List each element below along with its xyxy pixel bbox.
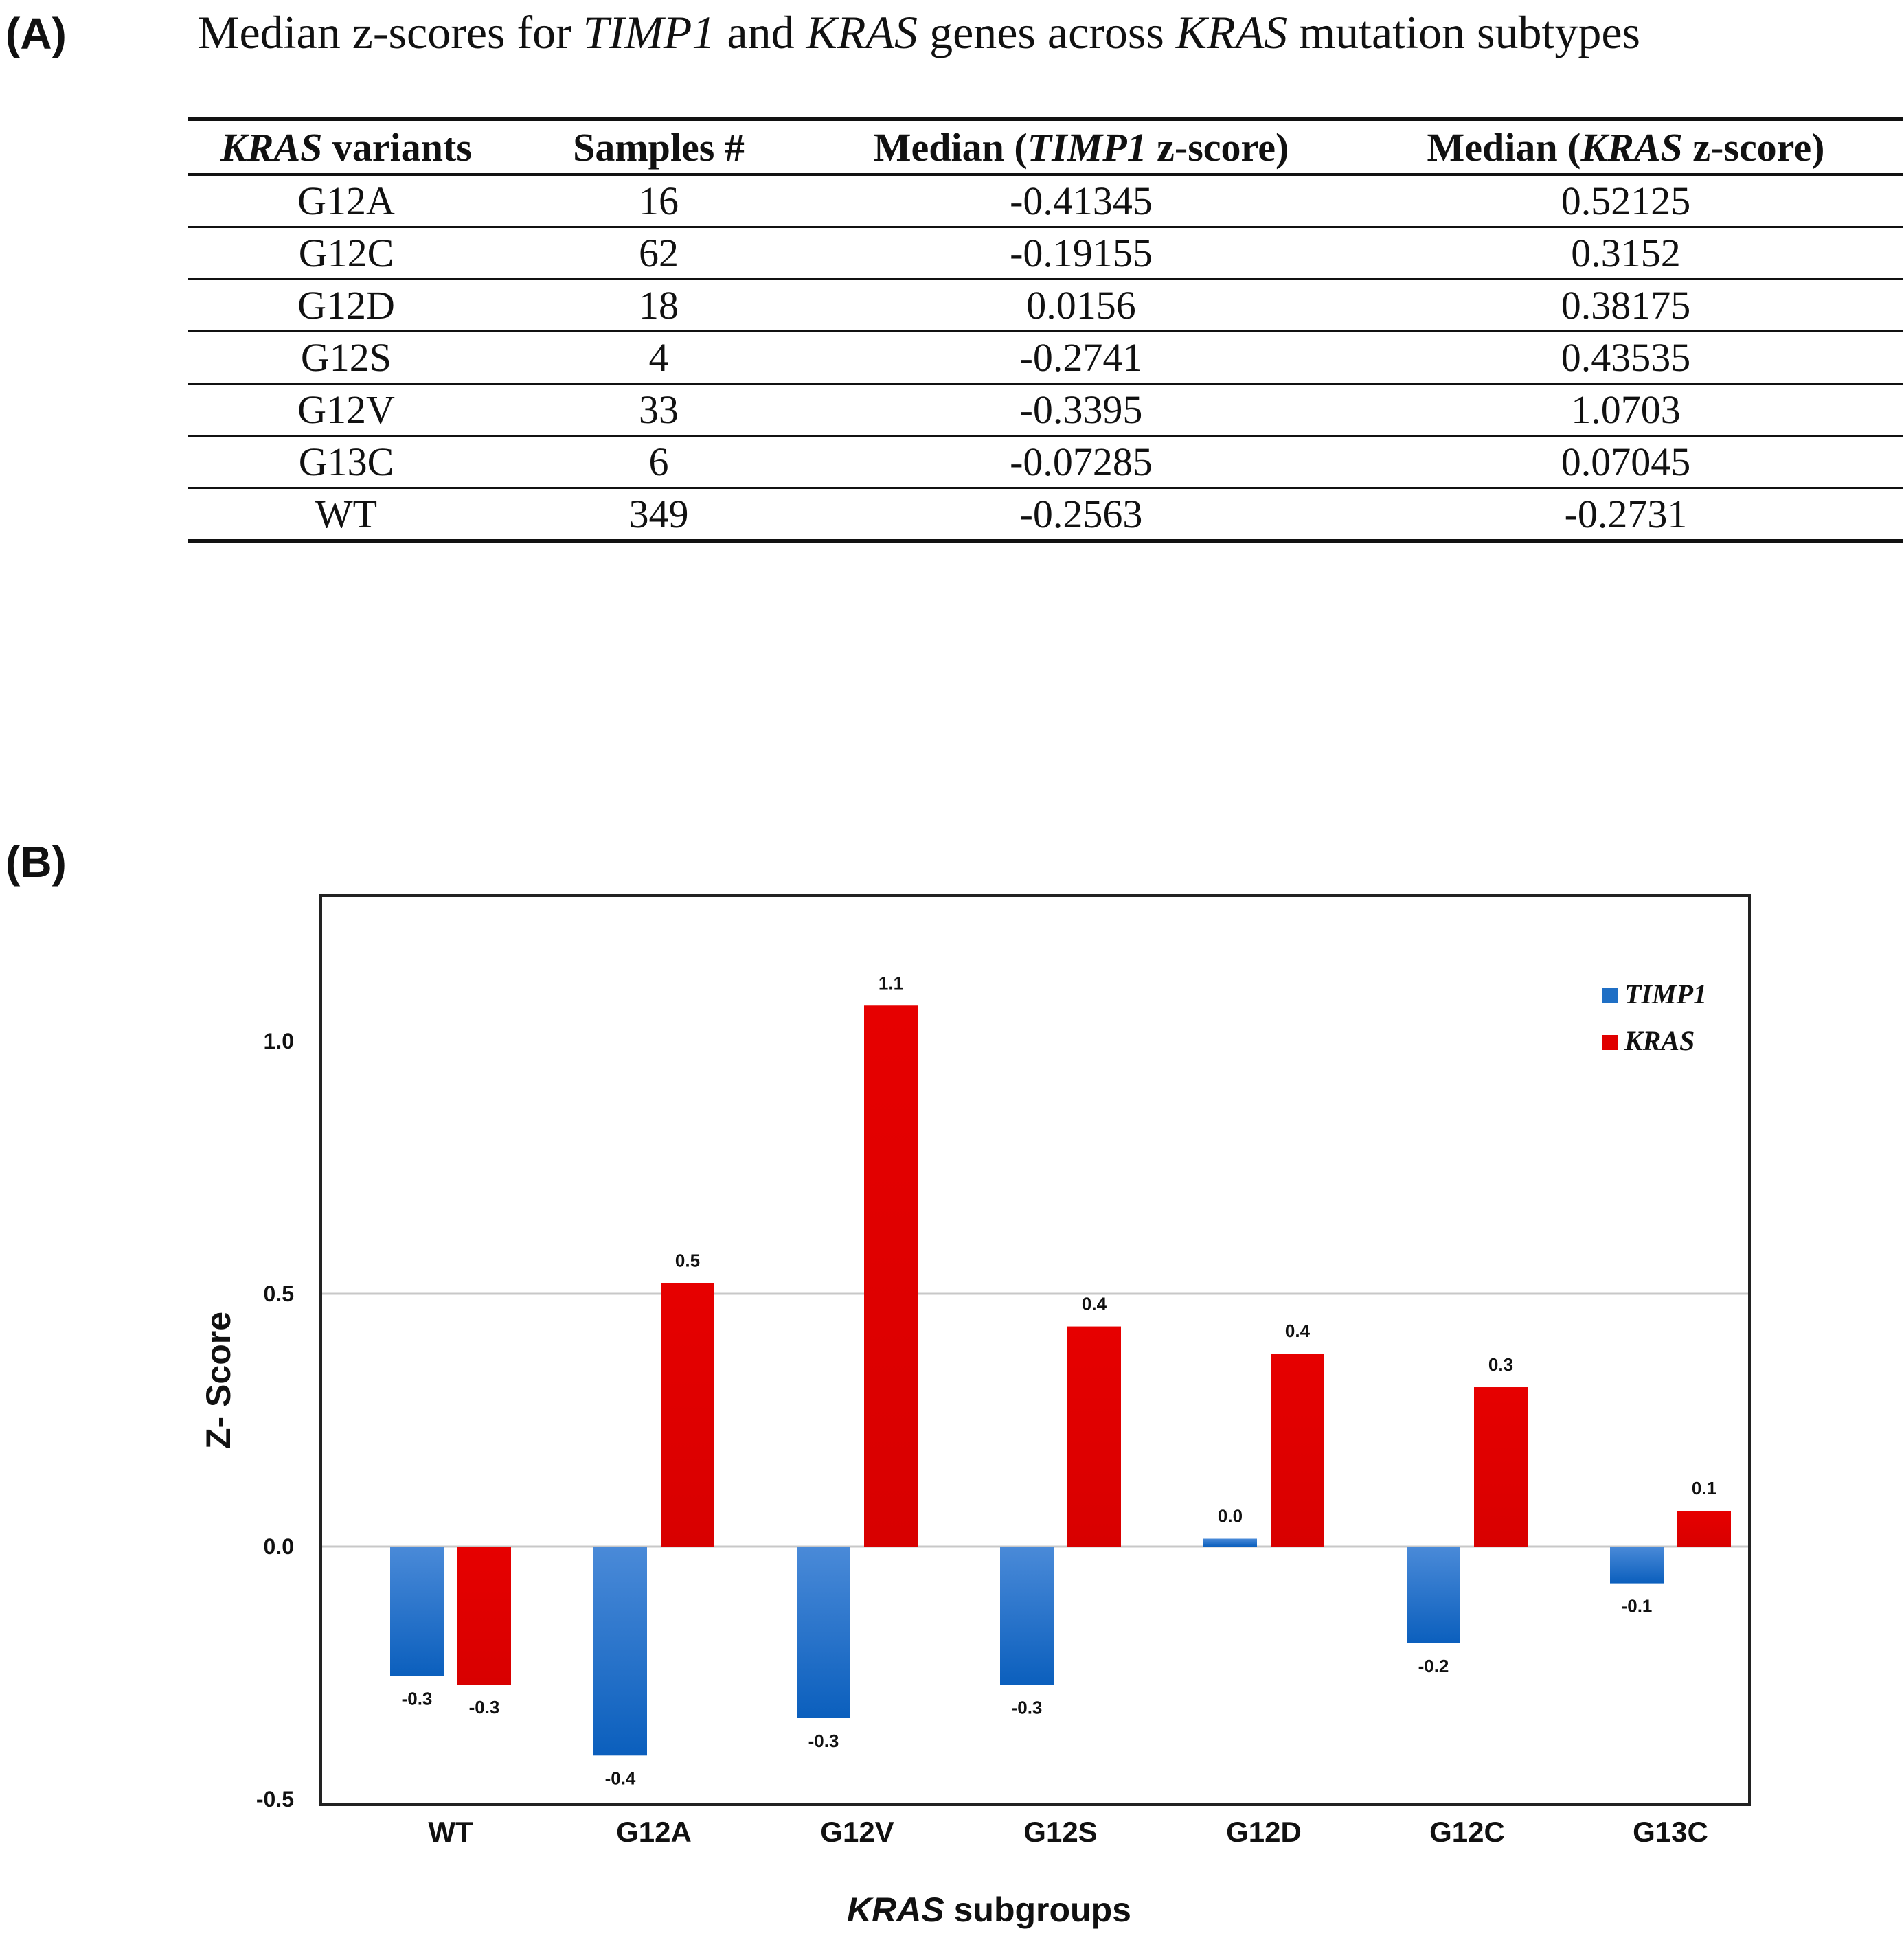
cell-variant: G12D <box>188 279 504 332</box>
data-label-kras-wt: -0.3 <box>469 1697 500 1718</box>
header-timp1-median: Median (TIMP1 z-score) <box>813 117 1349 176</box>
data-label-kras-g12d: 0.4 <box>1285 1321 1311 1341</box>
header-kras-median: Median (KRAS z-score) <box>1349 117 1903 176</box>
title-gene-kras: KRAS <box>806 6 918 58</box>
bar-timp1-g12a <box>593 1547 647 1756</box>
cell-samples: 62 <box>504 227 813 280</box>
title-gene-timp1: TIMP1 <box>582 6 716 58</box>
table-row: G12S 4 -0.2741 0.43535 <box>188 331 1903 385</box>
x-tick-label-g13c: G13C <box>1633 1816 1708 1848</box>
table-row: WT 349 -0.2563 -0.2731 <box>188 488 1903 543</box>
table-header-row: KRAS variants Samples # Median (TIMP1 z-… <box>188 117 1903 176</box>
x-axis-title: KRAS subgroups <box>847 1891 1131 1929</box>
y-tick-label: 1.0 <box>264 1029 294 1053</box>
zscore-bar-chart: -0.3 -0.3 -0.4 0.5 -0.3 1.1 -0.3 0.4 0.0 0.4 -0.2 0… <box>199 894 1751 1929</box>
bar-kras-wt <box>457 1547 511 1685</box>
panel-b-label: (B) <box>5 837 67 887</box>
data-label-timp1-g12a: -0.4 <box>605 1768 636 1788</box>
table-row: G12D 18 0.0156 0.38175 <box>188 279 1903 332</box>
table-row: G13C 6 -0.07285 0.07045 <box>188 435 1903 489</box>
cell-samples: 16 <box>504 174 813 228</box>
cell-variant: G12A <box>188 174 504 228</box>
title-part-4: mutation subtypes <box>1287 6 1641 58</box>
table-row: G12V 33 -0.3395 1.0703 <box>188 383 1903 437</box>
table-title: Median z-scores for TIMP1 and KRAS genes… <box>198 5 1640 60</box>
x-tick-label-g12a: G12A <box>616 1816 692 1848</box>
table-row: G12A 16 -0.41345 0.52125 <box>188 174 1903 228</box>
bar-kras-g12s <box>1067 1326 1121 1547</box>
cell-samples: 349 <box>504 488 813 543</box>
data-label-kras-g12v: 1.1 <box>879 972 903 993</box>
data-label-timp1-g13c: -0.1 <box>1622 1596 1653 1617</box>
title-part-3: genes across <box>918 6 1176 58</box>
bar-kras-g12v <box>864 1005 918 1547</box>
x-tick-label-wt: WT <box>428 1816 473 1848</box>
bar-kras-g12d <box>1271 1354 1324 1547</box>
legend-label-timp1: TIMP1 <box>1624 979 1707 1009</box>
cell-samples: 6 <box>504 435 813 489</box>
cell-timp1: -0.19155 <box>813 227 1349 280</box>
bar-kras-g13c <box>1677 1511 1731 1547</box>
legend-swatch-kras <box>1602 1035 1618 1050</box>
bar-timp1-wt <box>390 1547 444 1676</box>
bar-timp1-g13c <box>1610 1547 1664 1584</box>
bar-timp1-g12d <box>1203 1538 1257 1547</box>
cell-samples: 33 <box>504 383 813 437</box>
cell-kras: 0.43535 <box>1349 331 1903 385</box>
cell-kras: 0.52125 <box>1349 174 1903 228</box>
cell-variant: WT <box>188 488 504 543</box>
y-tick-label: 0.0 <box>264 1534 294 1559</box>
cell-samples: 4 <box>504 331 813 385</box>
data-label-timp1-g12v: -0.3 <box>808 1731 839 1751</box>
data-label-kras-g12c: 0.3 <box>1488 1354 1513 1375</box>
data-label-timp1-g12d: 0.0 <box>1218 1506 1243 1527</box>
x-tick-label-g12c: G12C <box>1429 1816 1505 1848</box>
cell-kras: 0.07045 <box>1349 435 1903 489</box>
cell-variant: G13C <box>188 435 504 489</box>
data-label-timp1-wt: -0.3 <box>402 1689 433 1709</box>
y-axis-title: Z- Score <box>199 1312 238 1449</box>
panel-a-label: (A) <box>5 9 67 58</box>
x-tick-label-g12d: G12D <box>1226 1816 1302 1848</box>
title-part-2: and <box>715 6 806 58</box>
bar-kras-g12c <box>1474 1387 1528 1547</box>
chart-legend: TIMP1 KRAS <box>1602 979 1707 1056</box>
cell-variant: G12V <box>188 383 504 437</box>
bar-timp1-g12v <box>797 1547 850 1718</box>
cell-kras: 0.3152 <box>1349 227 1903 280</box>
cell-timp1: -0.2563 <box>813 488 1349 543</box>
legend-swatch-timp1 <box>1602 988 1618 1003</box>
x-tick-label-g12v: G12V <box>820 1816 894 1848</box>
bar-timp1-g12s <box>1000 1547 1054 1685</box>
data-label-kras-g12a: 0.5 <box>675 1250 700 1270</box>
bar-kras-g12a <box>661 1283 714 1547</box>
data-label-timp1-g12s: -0.3 <box>1012 1698 1043 1718</box>
cell-samples: 18 <box>504 279 813 332</box>
cell-variant: G12C <box>188 227 504 280</box>
title-gene-kras-2: KRAS <box>1175 6 1288 58</box>
title-part-1: Median z-scores for <box>198 6 583 58</box>
cell-timp1: -0.3395 <box>813 383 1349 437</box>
cell-kras: -0.2731 <box>1349 488 1903 543</box>
data-label-kras-g12s: 0.4 <box>1082 1294 1107 1314</box>
y-tick-label: 0.5 <box>264 1281 294 1306</box>
data-label-kras-g13c: 0.1 <box>1692 1478 1716 1498</box>
cell-kras: 0.38175 <box>1349 279 1903 332</box>
legend-label-kras: KRAS <box>1624 1025 1695 1056</box>
header-variants: KRAS variants <box>188 117 504 176</box>
cell-variant: G12S <box>188 331 504 385</box>
table-row: G12C 62 -0.19155 0.3152 <box>188 227 1903 280</box>
cell-kras: 1.0703 <box>1349 383 1903 437</box>
data-label-timp1-g12c: -0.2 <box>1418 1656 1449 1676</box>
bar-timp1-g12c <box>1407 1547 1460 1643</box>
zscore-table: KRAS variants Samples # Median (TIMP1 z-… <box>188 117 1903 543</box>
cell-timp1: -0.2741 <box>813 331 1349 385</box>
cell-timp1: -0.41345 <box>813 174 1349 228</box>
cell-timp1: -0.07285 <box>813 435 1349 489</box>
x-tick-label-g12s: G12S <box>1023 1816 1097 1848</box>
cell-timp1: 0.0156 <box>813 279 1349 332</box>
y-tick-label: -0.5 <box>256 1787 294 1812</box>
header-samples: Samples # <box>504 117 813 176</box>
